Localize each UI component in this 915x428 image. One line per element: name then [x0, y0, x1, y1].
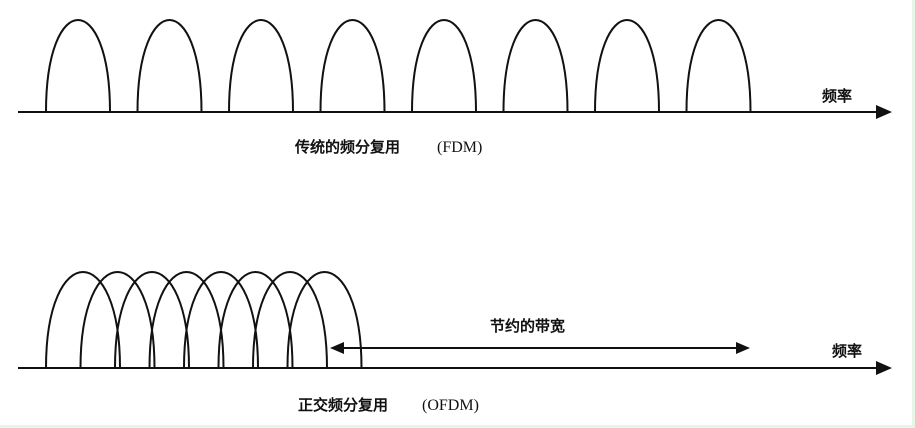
ofdm-axis-label: 频率	[832, 342, 862, 360]
fdm-subcarrier	[685, 19, 752, 113]
ofdm-subcarrier	[79, 271, 156, 369]
ofdm-subcarrier	[252, 271, 328, 369]
ofdm-subcarrier	[45, 271, 121, 369]
ofdm-caption-abbr: (OFDM)	[422, 397, 479, 414]
saved-bandwidth-arrow	[330, 342, 750, 354]
ofdm-axis-arrowhead	[876, 361, 892, 375]
saved-bandwidth-right-arrowhead	[736, 342, 750, 354]
fdm-caption: 传统的频分复用	[294, 138, 400, 156]
saved-bandwidth-label: 节约的带宽	[490, 317, 565, 335]
fdm-subcarrier	[502, 19, 569, 113]
fdm-subcarrier	[594, 19, 660, 113]
fdm-axis-arrowhead	[876, 105, 892, 119]
ofdm-subcarrier	[217, 271, 294, 369]
ofdm-caption: 正交频分复用	[298, 396, 388, 414]
fdm-axis-label: 频率	[822, 87, 852, 105]
ofdm-subcarrier	[114, 271, 190, 369]
fdm-subcarrier	[45, 19, 111, 113]
fdm-subcarriers	[45, 19, 752, 113]
saved-bandwidth-left-arrowhead	[330, 342, 344, 354]
fdm-panel: 频率 传统的频分复用 (FDM)	[18, 19, 892, 156]
fdm-subcarrier	[411, 19, 477, 113]
ofdm-subcarrier	[183, 271, 259, 369]
ofdm-subcarrier	[286, 271, 363, 369]
fdm-subcarrier	[319, 19, 386, 113]
ofdm-panel: 频率 节约的带宽 正交频分复用 (OFDM)	[18, 271, 892, 414]
fdm-caption-abbr: (FDM)	[437, 139, 482, 156]
ofdm-subcarriers	[45, 271, 363, 369]
fdm-subcarrier	[228, 19, 294, 113]
fdm-subcarrier	[136, 19, 203, 113]
ofdm-subcarrier	[148, 271, 225, 369]
